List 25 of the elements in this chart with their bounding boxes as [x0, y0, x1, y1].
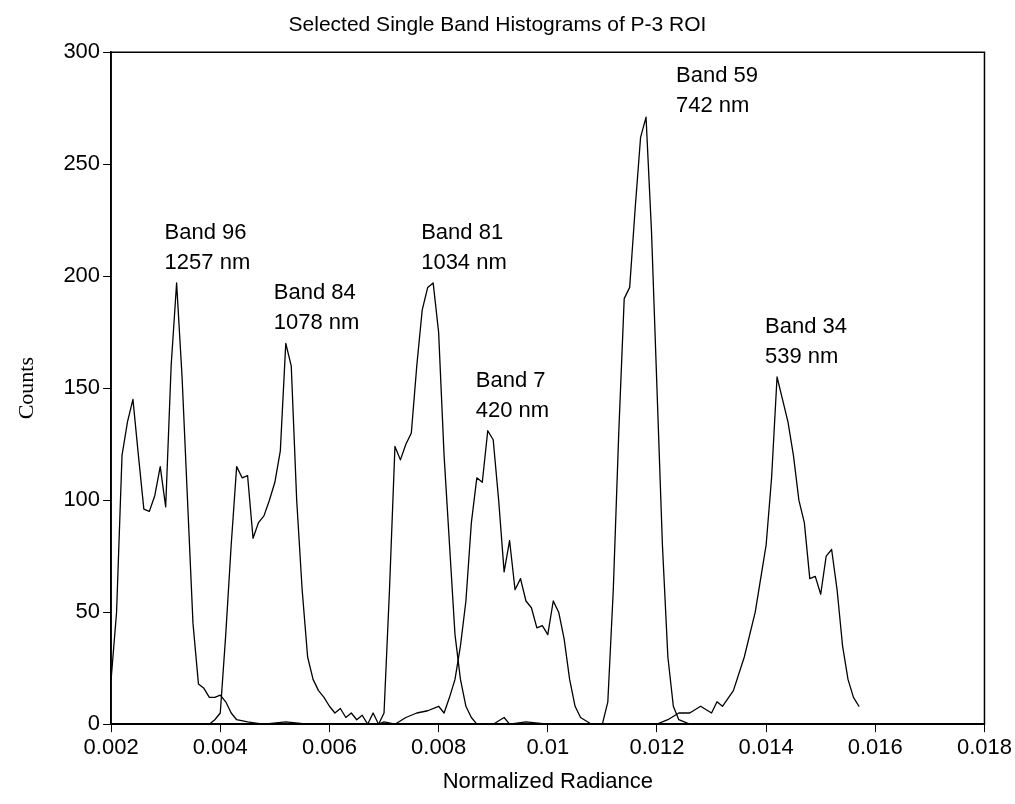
chart-title: Selected Single Band Histograms of P-3 ROI — [288, 12, 707, 36]
y-tick-label: 0 — [87, 710, 101, 736]
x-tick-label: 0.016 — [847, 734, 903, 760]
series-label: Band 59 742 nm — [676, 62, 759, 118]
y-tick-label: 300 — [63, 38, 101, 64]
series-label: Band 84 1078 nm — [273, 279, 360, 335]
x-tick-label: 0.004 — [192, 734, 248, 760]
y-tick-label: 150 — [63, 374, 101, 400]
x-axis-title: Normalized Radiance — [442, 767, 653, 793]
y-tick-label: 250 — [63, 150, 101, 176]
x-tick-label: 0.008 — [411, 734, 467, 760]
series-label: Band 81 1034 nm — [421, 218, 507, 274]
y-tick-label: 200 — [63, 262, 101, 288]
x-tick-label: 0.014 — [738, 734, 794, 760]
x-tick-label: 0.01 — [526, 734, 570, 760]
x-tick-label: 0.012 — [629, 734, 685, 760]
series-label: Band 7 420 nm — [475, 366, 550, 422]
y-axis-title: Counts — [12, 357, 38, 420]
x-tick-label: 0.006 — [301, 734, 357, 760]
x-tick-label: 0.002 — [83, 734, 139, 760]
y-tick-label: 50 — [75, 598, 101, 624]
y-tick-label: 100 — [63, 486, 101, 512]
series-label: Band 96 1257 nm — [164, 218, 251, 274]
x-tick-label: 0.018 — [956, 734, 1012, 760]
series-label: Band 34 539 nm — [765, 313, 848, 368]
